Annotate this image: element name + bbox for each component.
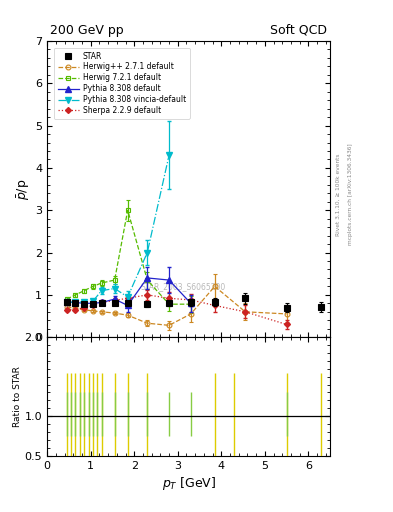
Text: mcplots.cern.ch [arXiv:1306.3436]: mcplots.cern.ch [arXiv:1306.3436] — [348, 144, 353, 245]
X-axis label: $p_T$ [GeV]: $p_T$ [GeV] — [162, 475, 216, 492]
Text: Rivet 3.1.10, ≥ 100k events: Rivet 3.1.10, ≥ 100k events — [336, 153, 341, 236]
Y-axis label: $\bar{p}$/p: $\bar{p}$/p — [16, 178, 32, 200]
Text: Soft QCD: Soft QCD — [270, 24, 327, 36]
Text: 200 GeV pp: 200 GeV pp — [50, 24, 124, 36]
Text: STAR_2003_S6065200: STAR_2003_S6065200 — [140, 282, 226, 291]
Y-axis label: Ratio to STAR: Ratio to STAR — [13, 366, 22, 427]
Legend: STAR, Herwig++ 2.7.1 default, Herwig 7.2.1 default, Pythia 8.308 default, Pythia: STAR, Herwig++ 2.7.1 default, Herwig 7.2… — [54, 48, 190, 119]
